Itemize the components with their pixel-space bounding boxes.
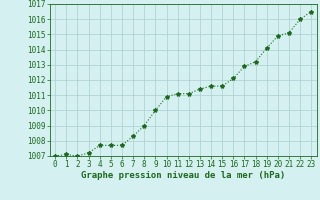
X-axis label: Graphe pression niveau de la mer (hPa): Graphe pression niveau de la mer (hPa) xyxy=(81,171,285,180)
